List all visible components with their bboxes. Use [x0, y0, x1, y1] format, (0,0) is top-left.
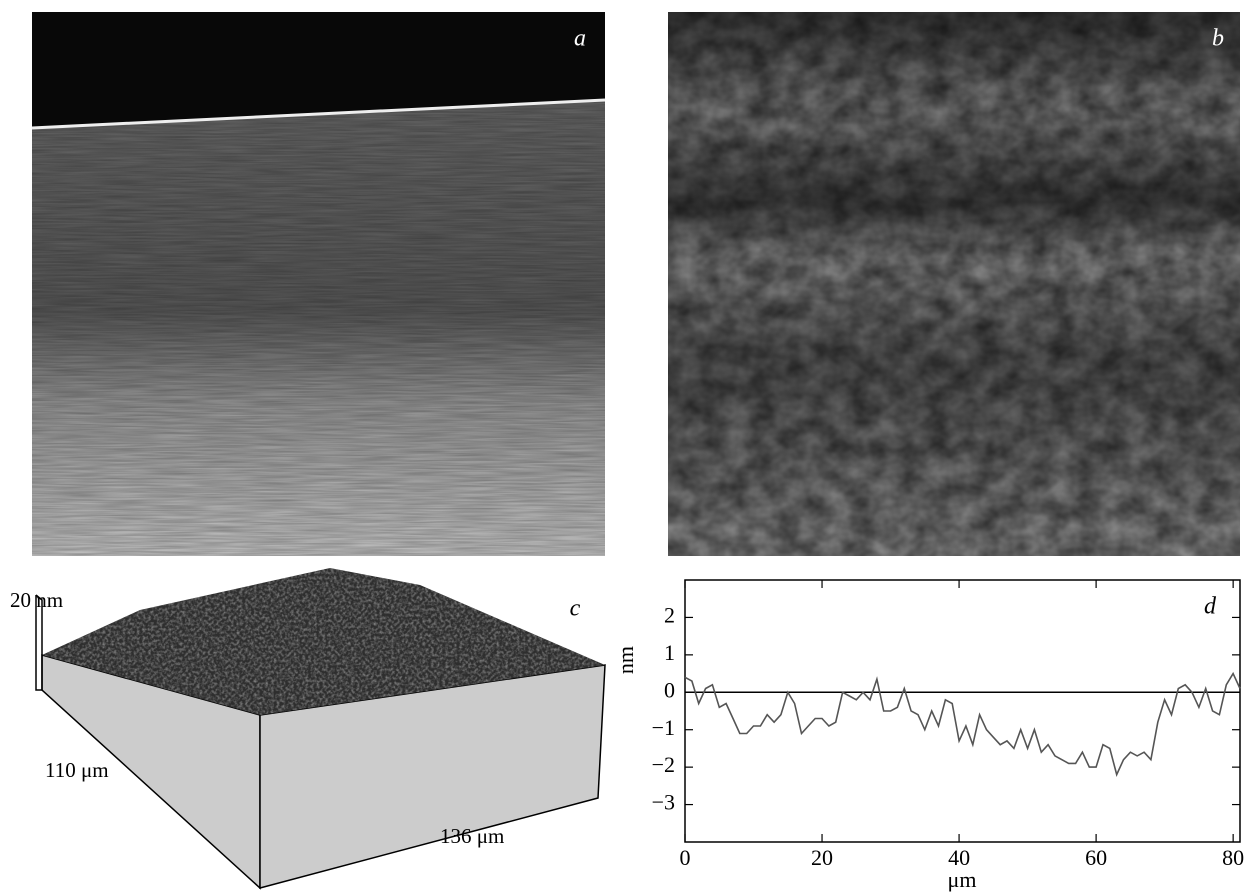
surface-texture	[42, 568, 605, 715]
z-scale	[35, 594, 43, 691]
x-tick-label: 20	[811, 845, 833, 870]
plot-frame	[684, 579, 1241, 843]
edge-line	[31, 98, 606, 130]
panel-d: d μm nm 0 20 40 60 80 −3 −2 −1 0 1 2	[613, 579, 1244, 892]
annotation: 110 μm	[45, 758, 109, 782]
dark-region	[32, 12, 605, 128]
panel-label: a	[574, 26, 586, 52]
y-tick-label: −3	[652, 790, 675, 815]
x-tick-label: 80	[1222, 845, 1244, 870]
annotation: 136 μm	[440, 824, 504, 848]
y-tick-label: −2	[652, 752, 675, 777]
panel-label: c	[570, 596, 581, 622]
y-tick-label: 0	[664, 677, 675, 702]
y-axis-label: nm	[613, 646, 638, 674]
x-axis-label: μm	[948, 867, 977, 892]
panel-label: b	[1212, 26, 1224, 52]
micrograph-texture	[668, 12, 1240, 556]
y-tick-label: 1	[664, 640, 675, 665]
panel-a: a	[31, 12, 606, 556]
side-face	[259, 664, 606, 889]
x-tick-label: 0	[680, 845, 691, 870]
x-tick-label: 60	[1085, 845, 1107, 870]
y-tick-label: −1	[652, 715, 675, 740]
x-tick-label: 40	[948, 845, 970, 870]
panel-b: b	[668, 12, 1240, 556]
profile-line	[684, 671, 1241, 777]
annotation: 20 nm	[10, 588, 63, 612]
y-tick-label: 2	[664, 602, 675, 627]
panel-c: 20 nm 110 μm 136 μm c	[10, 568, 606, 890]
panel-label: d	[1204, 594, 1217, 620]
